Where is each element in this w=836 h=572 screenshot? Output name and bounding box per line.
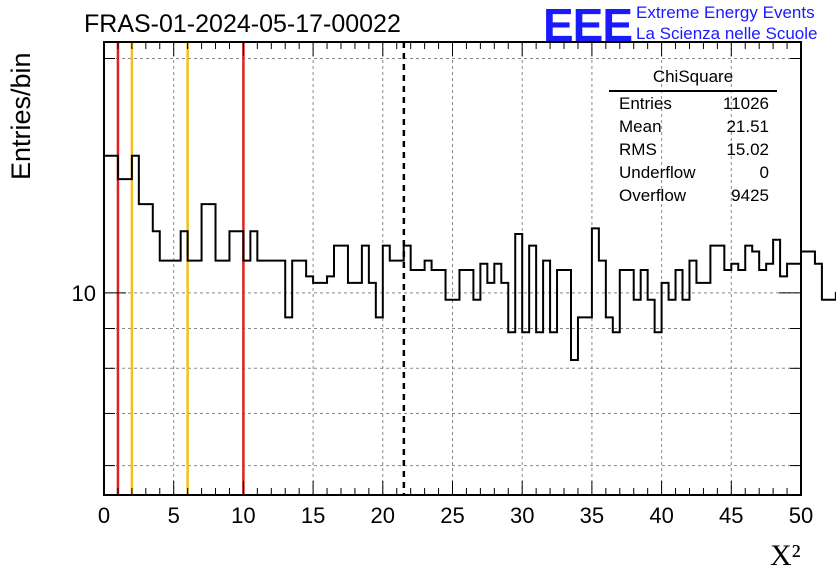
stats-value: 0 [759, 163, 769, 182]
x-tick-label: 40 [649, 503, 673, 528]
reference-lines [116, 42, 406, 495]
y-tick-labels: 10 [72, 281, 96, 306]
stats-row: RMS 15.02 [609, 138, 777, 161]
run-title: FRAS-01-2024-05-17-00022 [84, 10, 401, 38]
stats-value: 21.51 [726, 117, 769, 136]
x-tick-label: 15 [301, 503, 325, 528]
stats-row: Mean 21.51 [609, 115, 777, 138]
y-tick-label: 10 [72, 281, 96, 306]
x-tick-label: 45 [719, 503, 743, 528]
stats-label: RMS [619, 140, 657, 159]
y-axis-label: Entries/bin [6, 52, 36, 180]
logo-line-1: Extreme Energy Events [636, 3, 815, 22]
x-tick-label: 25 [440, 503, 464, 528]
axis-ticks [103, 42, 802, 495]
stats-row: Underflow 0 [609, 161, 777, 184]
stats-title: ChiSquare [609, 67, 777, 92]
x-axis-label: X² [770, 539, 801, 572]
eee-logo: EEE [543, 0, 633, 51]
histogram-line [104, 154, 836, 361]
grid [104, 42, 801, 495]
x-tick-label: 0 [98, 503, 110, 528]
x-tick-label: 30 [510, 503, 534, 528]
x-tick-label: 50 [789, 503, 813, 528]
stats-row: Overflow 9425 [609, 184, 777, 207]
x-tick-labels: 0 5 10 15 20 25 30 35 40 45 50 [98, 503, 813, 528]
stats-value: 9425 [731, 186, 769, 205]
stats-label: Underflow [619, 163, 696, 182]
stats-row: Entries 11026 [609, 92, 777, 115]
x-tick-label: 20 [371, 503, 395, 528]
x-tick-label: 35 [580, 503, 604, 528]
stats-label: Mean [619, 117, 662, 136]
x-tick-label: 10 [231, 503, 255, 528]
x-tick-label: 5 [168, 503, 180, 528]
stats-label: Overflow [619, 186, 687, 205]
stats-box: ChiSquare Entries 11026 Mean 21.51 RMS 1… [609, 67, 777, 207]
stats-value: 15.02 [726, 140, 769, 159]
stats-label: Entries [619, 94, 672, 113]
stats-value: 11026 [722, 94, 769, 113]
logo-line-2: La Scienza nelle Scuole [636, 24, 818, 43]
